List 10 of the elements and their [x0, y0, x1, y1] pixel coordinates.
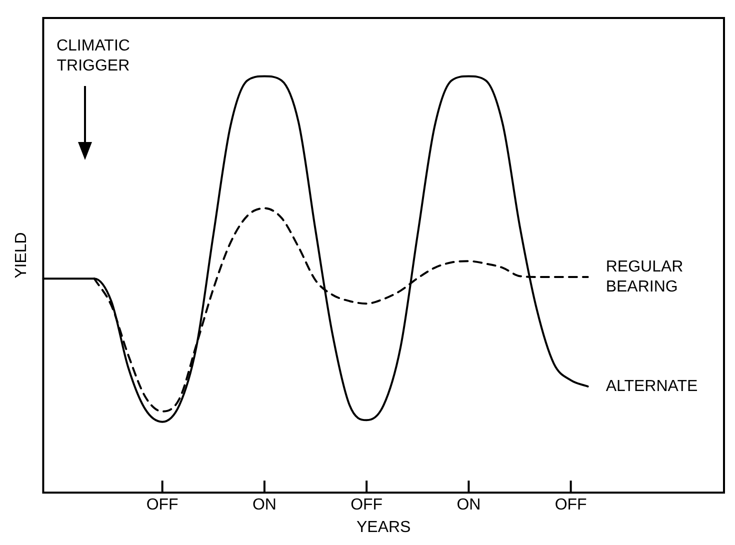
x-tick-label: OFF: [350, 496, 383, 514]
x-tick-label: ON: [252, 496, 276, 514]
x-tick-label: OFF: [146, 496, 179, 514]
series-label: REGULAR BEARING: [606, 258, 684, 296]
x-tick-label: OFF: [554, 496, 588, 514]
text: CLIMATIC TRIGGER: [56, 37, 130, 74]
x-tick-label: ON: [456, 496, 481, 514]
series-label: ALTERNATE: [606, 378, 698, 395]
y-axis-title: YIELD: [13, 232, 30, 278]
x-axis-title: YEARS: [356, 518, 411, 536]
